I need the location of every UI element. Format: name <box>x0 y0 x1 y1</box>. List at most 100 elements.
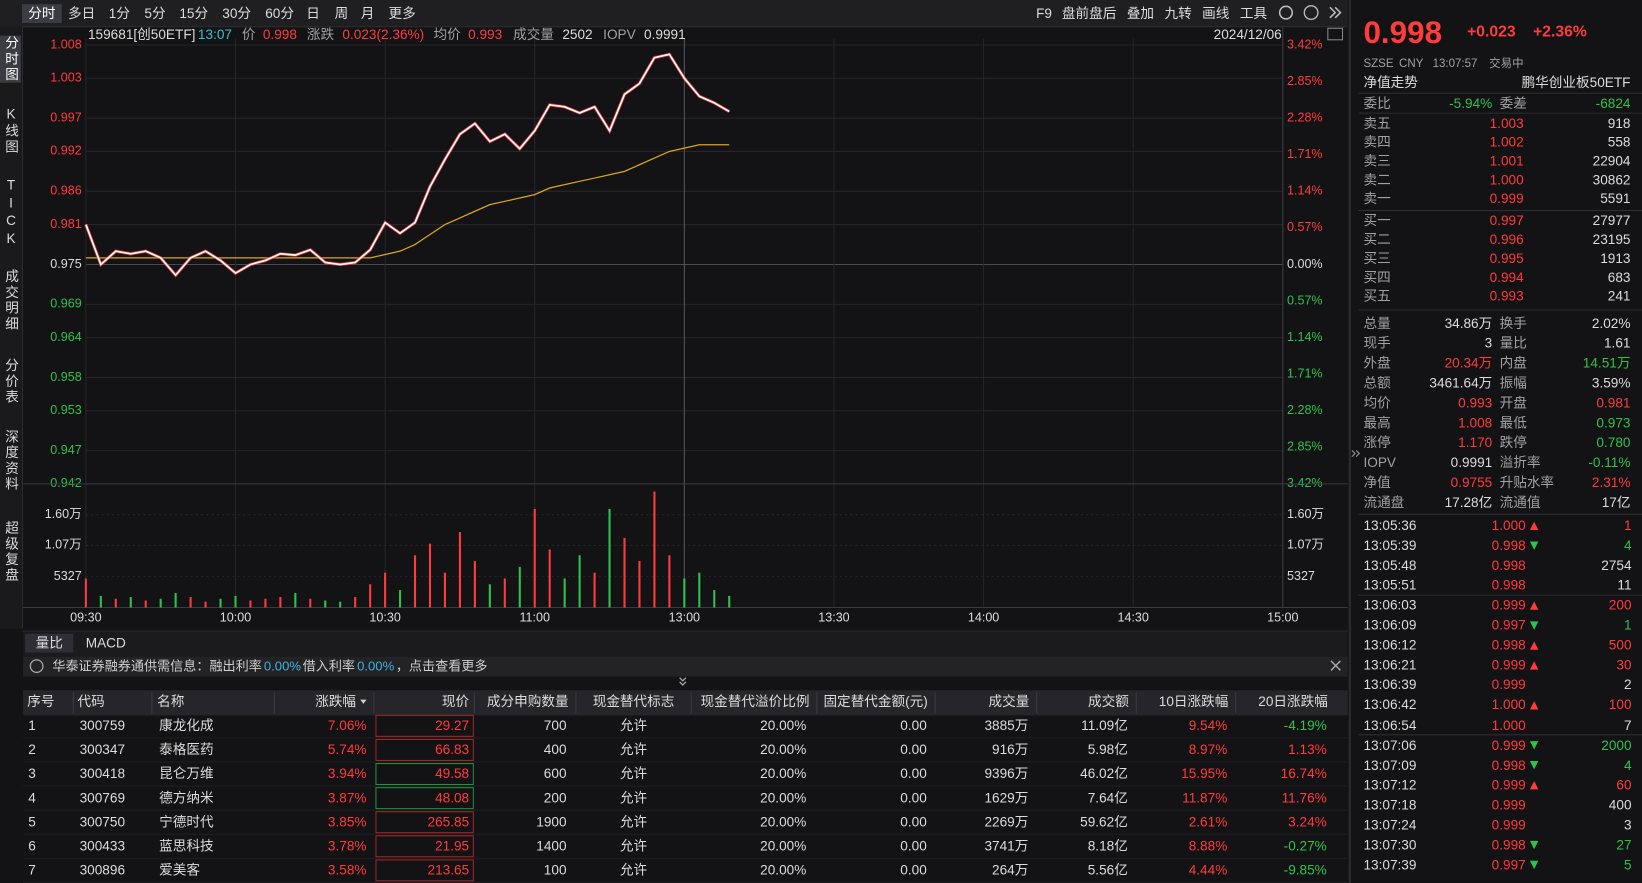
table-cell: -9.85% <box>1283 862 1327 878</box>
column-header[interactable]: 20日涨跌幅 <box>1258 693 1328 710</box>
expand-icon[interactable] <box>1329 6 1342 19</box>
y-tick-label: 0.992 <box>50 144 81 158</box>
period-tab[interactable]: 更多 <box>388 5 416 21</box>
tool-button[interactable]: F9 <box>1036 5 1053 21</box>
column-header[interactable]: 现价 <box>441 693 470 710</box>
table-cell: 德方纳米 <box>159 789 214 806</box>
column-header[interactable]: 成交额 <box>1088 693 1129 710</box>
stat-label: 均价 <box>1363 395 1391 411</box>
notice-text[interactable]: 华泰证券融券通供需信息：融出利率 <box>52 658 262 674</box>
trade-time: 13:05:51 <box>1363 577 1417 593</box>
side-tab[interactable]: 分价表 <box>3 357 19 405</box>
trade-volume: 100 <box>1608 696 1632 713</box>
tool-button[interactable]: 叠加 <box>1126 5 1155 21</box>
column-header[interactable]: 固定替代金额(元) <box>823 693 928 710</box>
period-tab[interactable]: 15分 <box>179 5 209 21</box>
table-cell: 1900 <box>536 813 567 830</box>
avg-price-line <box>85 144 730 259</box>
table-cell: 爱美客 <box>159 862 201 878</box>
collapse-panel[interactable] <box>679 677 687 686</box>
y-tick-label: 0.964 <box>50 330 81 344</box>
side-tab[interactable]: TICK <box>3 177 19 249</box>
volume-bar <box>129 597 132 608</box>
side-tab[interactable]: 超级复盘 <box>3 520 19 584</box>
volume-bar <box>713 590 716 608</box>
side-tab[interactable]: 深度资料 <box>3 429 19 493</box>
period-tab[interactable]: 月 <box>360 5 375 21</box>
notice-text[interactable]: 0.00% <box>263 658 302 674</box>
volume-tick-label-right: 5327 <box>1287 569 1315 583</box>
tool-button[interactable]: 画线 <box>1202 5 1230 21</box>
tool-button[interactable]: 工具 <box>1239 5 1268 21</box>
y-tick-label: 0.942 <box>50 476 81 490</box>
toolbar-icons[interactable] <box>1278 5 1342 21</box>
volume-bar <box>384 572 387 608</box>
trade-volume: 1 <box>1623 617 1632 633</box>
stat-label: 振幅 <box>1499 375 1527 391</box>
period-tab[interactable]: 30分 <box>222 5 252 21</box>
column-header[interactable]: 10日涨跌幅 <box>1158 693 1229 710</box>
volume-tick-label: 5327 <box>54 569 82 583</box>
tool-button[interactable]: 盘前盘后 <box>1061 5 1117 21</box>
side-tab[interactable]: 成交明细 <box>3 269 19 333</box>
column-header[interactable]: 代码 <box>77 693 105 710</box>
column-header[interactable]: 名称 <box>157 693 185 710</box>
period-tab[interactable]: 60分 <box>265 5 294 21</box>
period-tab[interactable]: 日 <box>306 5 320 21</box>
column-header[interactable]: 现金替代标志 <box>592 693 675 710</box>
help-icon[interactable] <box>1303 5 1319 21</box>
close-notice[interactable] <box>1330 660 1341 671</box>
trade-volume: 2 <box>1623 677 1632 693</box>
window-icon[interactable] <box>1327 27 1344 41</box>
table-cell: 20.00% <box>760 862 807 878</box>
y2-tick-label: 2.85% <box>1287 440 1323 454</box>
volume-bar <box>518 566 521 608</box>
period-tab[interactable]: 多日 <box>68 5 96 21</box>
trade-price: 0.997 <box>1491 617 1526 633</box>
table-cell: 8.88% <box>1188 837 1228 854</box>
indicator-tab[interactable]: 量比 <box>25 633 74 653</box>
table-cell: -4.19% <box>1283 717 1327 734</box>
table-cell: 0.00 <box>900 765 927 782</box>
period-tab[interactable]: 周 <box>334 5 349 21</box>
notice-text[interactable]: 0.00% <box>357 658 395 674</box>
column-header[interactable]: 成分申购数量 <box>486 693 569 710</box>
period-tab[interactable]: 分时 <box>21 4 62 24</box>
stat-label: 跌停 <box>1499 434 1527 451</box>
info-text: 均价 <box>433 26 461 42</box>
indicator-tab[interactable]: MACD <box>85 634 126 651</box>
volume-bar <box>473 561 476 608</box>
nav-trend-link[interactable]: 净值走势 <box>1363 74 1418 91</box>
stat-value: 0.9755 <box>1450 474 1493 491</box>
notice-text[interactable]: 借入利率 <box>302 658 356 674</box>
quote-meta: SZSE <box>1363 57 1394 71</box>
side-tab[interactable]: 分时图 <box>0 35 21 83</box>
trade-direction <box>1529 661 1539 670</box>
column-header[interactable]: 现金替代溢价比例 <box>700 693 810 710</box>
period-tab[interactable]: 1分 <box>108 5 130 21</box>
y2-tick-label: 1.71% <box>1287 147 1323 161</box>
column-header[interactable]: 成交量 <box>988 693 1030 710</box>
column-header[interactable]: 涨跌幅 <box>315 693 357 710</box>
settings-icon[interactable] <box>1278 5 1294 20</box>
book-level: 卖一 <box>1363 191 1391 207</box>
notice-bar[interactable] <box>23 656 1348 677</box>
info-text: 0.993 <box>468 26 503 42</box>
trade-price: 0.998 <box>1491 557 1526 574</box>
notice-text[interactable]: ，点击查看更多 <box>395 658 488 674</box>
tool-button[interactable]: 九转 <box>1164 5 1192 21</box>
stat-label: 流通盘 <box>1363 494 1405 511</box>
volume-bar <box>563 578 566 608</box>
period-tab[interactable]: 5分 <box>144 5 166 21</box>
trade-time: 13:07:18 <box>1363 796 1417 813</box>
side-tab[interactable]: K线图 <box>3 105 19 155</box>
book-price: 0.997 <box>1489 212 1524 229</box>
column-header[interactable]: 序号 <box>27 693 55 710</box>
table-cell: 3885万 <box>984 717 1029 734</box>
table-cell: 7.06% <box>327 717 367 734</box>
collapse-sidebar[interactable] <box>1351 449 1361 458</box>
table-cell: 265.85 <box>427 813 470 830</box>
book-level: 卖五 <box>1363 115 1391 131</box>
